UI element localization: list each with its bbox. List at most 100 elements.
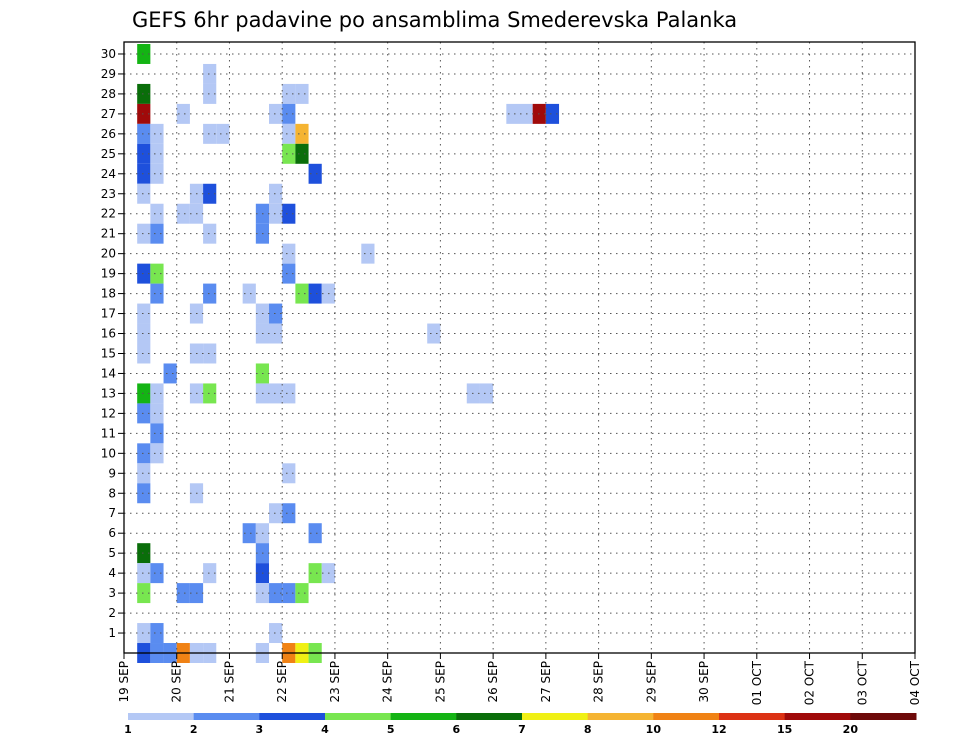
heatmap-cell xyxy=(269,583,283,604)
heatmap-cell xyxy=(295,123,309,144)
y-tick-label: 16 xyxy=(101,327,116,341)
heatmap-cell xyxy=(269,303,283,324)
heatmap-cell xyxy=(308,523,322,544)
chart-title: GEFS 6hr padavine po ansamblima Smederev… xyxy=(132,8,737,32)
colorbar-label: 4 xyxy=(321,723,329,736)
heatmap-cell xyxy=(176,203,190,224)
heatmap-cell xyxy=(137,263,151,284)
x-tick-label: 04 OCT xyxy=(908,660,922,705)
heatmap-cell xyxy=(137,623,151,644)
y-tick-label: 27 xyxy=(101,107,116,121)
y-tick-label: 12 xyxy=(101,406,116,420)
x-tick-label: 22 SEP xyxy=(275,661,289,703)
colorbar-swatch xyxy=(128,713,195,720)
colorbar-swatch xyxy=(456,713,523,720)
colorbar-swatch xyxy=(390,713,457,720)
colorbar-swatch xyxy=(719,713,786,720)
heatmap-cell xyxy=(203,63,217,84)
heatmap-cell xyxy=(137,483,151,504)
heatmap-cell xyxy=(137,163,151,184)
y-tick-label: 22 xyxy=(101,207,116,221)
heatmap-cell xyxy=(203,183,217,204)
x-tick-label: 30 SEP xyxy=(697,661,711,703)
heatmap-cell xyxy=(150,143,164,164)
heatmap-cell xyxy=(150,403,164,424)
heatmap-cell xyxy=(203,563,217,584)
colorbar-swatch xyxy=(587,713,654,720)
y-tick-label: 11 xyxy=(101,426,116,440)
heatmap-cell xyxy=(269,183,283,204)
y-tick-label: 7 xyxy=(108,506,116,520)
heatmap-cell xyxy=(150,123,164,144)
heatmap-cell xyxy=(295,583,309,604)
heatmap-cell xyxy=(295,143,309,164)
colorbar-label: 5 xyxy=(387,723,395,736)
y-tick-label: 14 xyxy=(101,366,116,380)
x-tick-label: 23 SEP xyxy=(328,661,342,703)
colorbar-label: 10 xyxy=(646,723,662,736)
heatmap-cell xyxy=(150,283,164,304)
x-tick-label: 01 OCT xyxy=(750,660,764,705)
y-tick-label: 9 xyxy=(108,466,116,480)
heatmap-cell xyxy=(137,83,151,104)
heatmap-cell xyxy=(282,203,296,224)
y-tick-label: 30 xyxy=(101,47,116,61)
x-tick-label: 27 SEP xyxy=(539,661,553,703)
y-tick-label: 10 xyxy=(101,446,116,460)
heatmap-cell xyxy=(137,143,151,164)
x-tick-label: 29 SEP xyxy=(644,661,658,703)
grid-lines xyxy=(124,42,915,653)
y-tick-label: 20 xyxy=(101,247,116,261)
heatmap-cell xyxy=(282,143,296,164)
y-tick-label: 13 xyxy=(101,386,116,400)
colorbar-label: 1 xyxy=(124,723,132,736)
heatmap-cell xyxy=(203,83,217,104)
heatmap-cell xyxy=(137,323,151,344)
x-tick-label: 19 SEP xyxy=(117,661,131,703)
heatmap-cell xyxy=(137,343,151,364)
y-tick-label: 17 xyxy=(101,307,116,321)
heatmap-cell xyxy=(137,543,151,564)
colorbar-label: 8 xyxy=(584,723,592,736)
heatmap-cell xyxy=(137,443,151,464)
colorbar-label: 20 xyxy=(843,723,859,736)
y-tick-label: 2 xyxy=(108,606,116,620)
colorbar-label: 7 xyxy=(518,723,526,736)
heatmap-cell xyxy=(269,383,283,404)
heatmap-cell xyxy=(137,223,151,244)
heatmap-cell xyxy=(295,83,309,104)
heatmap-cell xyxy=(150,203,164,224)
heatmap-cell xyxy=(282,383,296,404)
heatmap-cell xyxy=(203,283,217,304)
heatmap-cell xyxy=(137,303,151,324)
heatmap-cell xyxy=(269,503,283,524)
heatmap-cell xyxy=(242,283,256,304)
y-tick-label: 4 xyxy=(108,566,116,580)
heatmap-cell xyxy=(176,583,190,604)
colorbar-swatch xyxy=(653,713,720,720)
plot-frame xyxy=(123,41,916,654)
y-tick-label: 25 xyxy=(101,147,116,161)
heatmap-cell xyxy=(137,183,151,204)
heatmap-cell xyxy=(203,223,217,244)
heatmap-cell xyxy=(427,323,441,344)
heatmap-cell xyxy=(308,163,322,184)
heatmap-cell xyxy=(282,243,296,264)
heatmap-cell xyxy=(479,383,494,404)
colorbar-swatch xyxy=(193,713,260,720)
heatmap-cell xyxy=(282,103,296,124)
y-tick-label: 19 xyxy=(101,267,116,281)
heatmap-cell xyxy=(242,523,256,544)
heatmap-cell xyxy=(137,383,151,404)
y-tick-label: 1 xyxy=(108,626,116,640)
heatmap-cell xyxy=(203,123,217,144)
heatmap-cell xyxy=(308,563,322,584)
x-tick-label: 24 SEP xyxy=(381,661,395,703)
heatmap-cell xyxy=(269,323,283,344)
heatmap-cell xyxy=(150,423,164,444)
heatmap-cell xyxy=(282,463,296,484)
heatmap-cell xyxy=(506,103,520,124)
y-tick-label: 6 xyxy=(108,526,116,540)
heatmap-cell xyxy=(137,123,151,144)
